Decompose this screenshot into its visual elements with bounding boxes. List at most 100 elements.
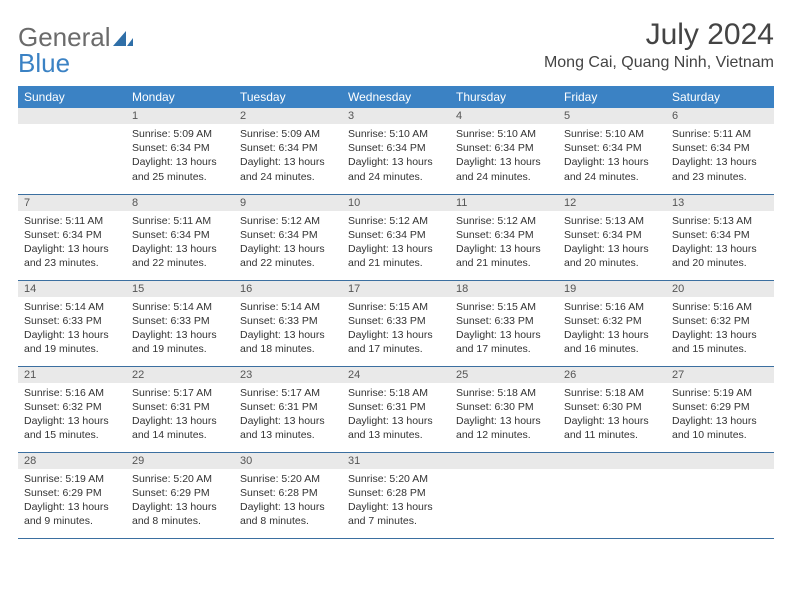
day-number: 19 <box>558 281 666 297</box>
sunset-line: Sunset: 6:32 PM <box>564 315 642 327</box>
header: GeneralBlue July 2024 Mong Cai, Quang Ni… <box>18 18 774 76</box>
day-details: Sunrise: 5:18 AMSunset: 6:30 PMDaylight:… <box>558 383 666 447</box>
sunrise-line: Sunrise: 5:13 AM <box>564 215 644 227</box>
daylight-line: Daylight: 13 hours and 8 minutes. <box>132 501 217 527</box>
sunrise-line: Sunrise: 5:09 AM <box>132 128 212 140</box>
sunset-line: Sunset: 6:28 PM <box>348 487 426 499</box>
day-details: Sunrise: 5:09 AMSunset: 6:34 PMDaylight:… <box>234 124 342 188</box>
weekday-header: Wednesday <box>342 86 450 108</box>
sunset-line: Sunset: 6:33 PM <box>456 315 534 327</box>
day-details: Sunrise: 5:18 AMSunset: 6:31 PMDaylight:… <box>342 383 450 447</box>
day-number: 6 <box>666 108 774 124</box>
sunset-line: Sunset: 6:33 PM <box>24 315 102 327</box>
calendar-day-cell: 22Sunrise: 5:17 AMSunset: 6:31 PMDayligh… <box>126 366 234 452</box>
day-number: 14 <box>18 281 126 297</box>
day-number: 2 <box>234 108 342 124</box>
sunrise-line: Sunrise: 5:10 AM <box>564 128 644 140</box>
day-details: Sunrise: 5:12 AMSunset: 6:34 PMDaylight:… <box>342 211 450 275</box>
day-details: Sunrise: 5:14 AM Sunset: 6:33 PM Daylight:… <box>18 297 126 361</box>
sunset-line: Sunset: 6:34 PM <box>348 142 426 154</box>
day-number: 3 <box>342 108 450 124</box>
sunrise-line: Sunrise: 5:11 AM <box>672 128 751 140</box>
month-title: July 2024 <box>544 18 774 52</box>
sunset-line: Sunset: 6:29 PM <box>132 487 210 499</box>
sunrise-line: Sunrise: 5:12 AM <box>348 215 428 227</box>
calendar-day-cell: 12Sunrise: 5:13 AMSunset: 6:34 PMDayligh… <box>558 194 666 280</box>
daylight-line: Daylight: 13 hours and 11 minutes. <box>564 415 649 441</box>
calendar-week-row: 28Sunrise: 5:19 AMSunset: 6:29 PMDayligh… <box>18 452 774 538</box>
daylight-line: Daylight: 13 hours and 16 minutes. <box>564 329 649 355</box>
calendar-day-cell: 18Sunrise: 5:15 AMSunset: 6:33 PMDayligh… <box>450 280 558 366</box>
calendar-body: 1Sunrise: 5:09 AMSunset: 6:34 PMDaylight… <box>18 108 774 538</box>
daylight-line: Daylight: 13 hours and 17 minutes. <box>456 329 541 355</box>
sunrise-line: Sunrise: 5:20 AM <box>240 473 320 485</box>
day-number: 17 <box>342 281 450 297</box>
daylight-line: Daylight: 13 hours and 24 minutes. <box>564 156 649 182</box>
daylight-line: Daylight: 13 hours and 17 minutes. <box>348 329 433 355</box>
day-details: Sunrise: 5:16 AMSunset: 6:32 PMDaylight:… <box>666 297 774 361</box>
calendar-day-cell: 9Sunrise: 5:12 AMSunset: 6:34 PMDaylight… <box>234 194 342 280</box>
day-number: 4 <box>450 108 558 124</box>
location-label: Mong Cai, Quang Ninh, Vietnam <box>544 54 774 72</box>
day-details: Sunrise: 5:11 AMSunset: 6:34 PMDaylight:… <box>18 211 126 275</box>
calendar-table: SundayMondayTuesdayWednesdayThursdayFrid… <box>18 86 774 539</box>
calendar-day-cell: 16Sunrise: 5:14 AMSunset: 6:33 PMDayligh… <box>234 280 342 366</box>
daylight-line: Daylight: 13 hours and 24 minutes. <box>456 156 541 182</box>
calendar-day-cell: 11Sunrise: 5:12 AMSunset: 6:34 PMDayligh… <box>450 194 558 280</box>
day-number: 31 <box>342 453 450 469</box>
calendar-day-cell: 8Sunrise: 5:11 AMSunset: 6:34 PMDaylight… <box>126 194 234 280</box>
daylight-line: Daylight: 13 hours and 19 minutes. <box>24 329 109 355</box>
day-number <box>18 108 126 124</box>
daylight-line: Daylight: 13 hours and 21 minutes. <box>348 243 433 269</box>
day-details: Sunrise: 5:10 AMSunset: 6:34 PMDaylight:… <box>342 124 450 188</box>
sunset-line: Sunset: 6:34 PM <box>240 142 318 154</box>
sunset-line: Sunset: 6:34 PM <box>456 229 534 241</box>
daylight-line: Daylight: 13 hours and 22 minutes. <box>132 243 217 269</box>
sunset-line: Sunset: 6:33 PM <box>348 315 426 327</box>
calendar-empty-cell <box>18 108 126 194</box>
sunrise-line: Sunrise: 5:16 AM <box>24 387 104 399</box>
sunrise-line: Sunrise: 5:14 AM <box>24 301 104 313</box>
daylight-line: Daylight: 13 hours and 15 minutes. <box>672 329 757 355</box>
sunset-line: Sunset: 6:29 PM <box>672 401 750 413</box>
sunrise-line: Sunrise: 5:16 AM <box>564 301 644 313</box>
sunrise-line: Sunrise: 5:20 AM <box>132 473 212 485</box>
calendar-day-cell: 3Sunrise: 5:10 AMSunset: 6:34 PMDaylight… <box>342 108 450 194</box>
sunrise-line: Sunrise: 5:10 AM <box>456 128 536 140</box>
daylight-line: Daylight: 13 hours and 8 minutes. <box>240 501 325 527</box>
day-number: 8 <box>126 195 234 211</box>
day-details: Sunrise: 5:19 AMSunset: 6:29 PMDaylight:… <box>18 469 126 533</box>
daylight-line: Daylight: 13 hours and 12 minutes. <box>456 415 541 441</box>
day-details: Sunrise: 5:11 AMSunset: 6:34 PMDaylight:… <box>126 211 234 275</box>
calendar-day-cell: 7Sunrise: 5:11 AMSunset: 6:34 PMDaylight… <box>18 194 126 280</box>
day-details: Sunrise: 5:17 AMSunset: 6:31 PMDaylight:… <box>234 383 342 447</box>
day-details: Sunrise: 5:12 AMSunset: 6:34 PMDaylight:… <box>450 211 558 275</box>
calendar-day-cell: 6Sunrise: 5:11 AMSunset: 6:34 PMDaylight… <box>666 108 774 194</box>
day-details: Sunrise: 5:15 AMSunset: 6:33 PMDaylight:… <box>342 297 450 361</box>
day-number: 5 <box>558 108 666 124</box>
calendar-day-cell: 19 Sunrise: 5:16 AM Sunset: 6:32 PM Dayligh… <box>558 280 666 366</box>
calendar-day-cell: 23Sunrise: 5:17 AMSunset: 6:31 PMDayligh… <box>234 366 342 452</box>
sunrise-line: Sunrise: 5:18 AM <box>348 387 428 399</box>
sunset-line: Sunset: 6:31 PM <box>132 401 210 413</box>
daylight-line: Daylight: 13 hours and 20 minutes. <box>564 243 649 269</box>
day-number <box>450 453 558 469</box>
day-details: Sunrise: 5:18 AMSunset: 6:30 PMDaylight:… <box>450 383 558 447</box>
daylight-line: Daylight: 13 hours and 24 minutes. <box>240 156 325 182</box>
day-details: Sunrise: 5:13 AMSunset: 6:34 PMDaylight:… <box>558 211 666 275</box>
day-details: Sunrise: 5:20 AMSunset: 6:28 PMDaylight:… <box>234 469 342 533</box>
sunrise-line: Sunrise: 5:11 AM <box>24 215 103 227</box>
day-number: 9 <box>234 195 342 211</box>
day-details: Sunrise: 5:09 AMSunset: 6:34 PMDaylight:… <box>126 124 234 188</box>
sunrise-line: Sunrise: 5:16 AM <box>672 301 752 313</box>
calendar-week-row: 1Sunrise: 5:09 AMSunset: 6:34 PMDaylight… <box>18 108 774 194</box>
daylight-line: Daylight: 13 hours and 19 minutes. <box>132 329 217 355</box>
calendar-day-cell: 25Sunrise: 5:18 AMSunset: 6:30 PMDayligh… <box>450 366 558 452</box>
day-number: 30 <box>234 453 342 469</box>
brand-part2: Blue <box>18 48 70 78</box>
sunset-line: Sunset: 6:31 PM <box>240 401 318 413</box>
sunset-line: Sunset: 6:30 PM <box>564 401 642 413</box>
calendar-day-cell: 20Sunrise: 5:16 AMSunset: 6:32 PMDayligh… <box>666 280 774 366</box>
day-details: Sunrise: 5:14 AMSunset: 6:33 PMDaylight:… <box>234 297 342 361</box>
sunrise-line: Sunrise: 5:19 AM <box>24 473 104 485</box>
